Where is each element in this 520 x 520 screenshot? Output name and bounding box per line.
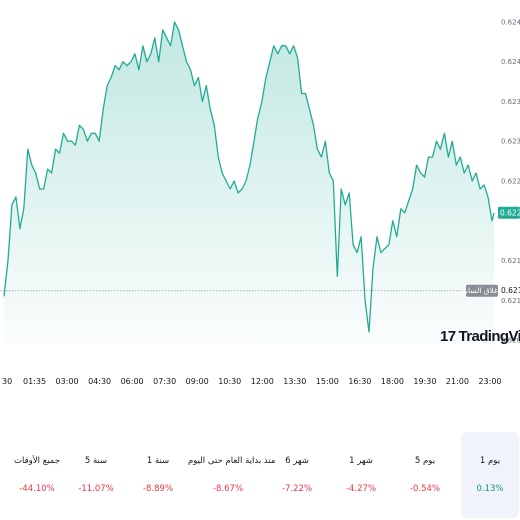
period-label: 1 يوم <box>479 456 501 466</box>
tradingview-logo[interactable]: 17 TradingView <box>440 328 520 345</box>
x-tick-label: 23:00 <box>478 377 501 386</box>
period-change-value: -8.67% <box>212 484 244 494</box>
period-change-value: -44.10% <box>19 484 55 494</box>
x-tick-label: 01:35 <box>23 377 46 386</box>
price-chart[interactable]: 0.62450 0.62400 0.62350 0.62300 0.62250 0.621… <box>0 0 520 400</box>
period-label: 5 سنة <box>84 456 108 466</box>
period-label: جميع الأوقات <box>14 456 60 466</box>
period-change-value: -4.27% <box>345 484 377 494</box>
price-area-fill <box>4 22 494 344</box>
y-tick-label: 0.62400 <box>501 58 520 66</box>
x-tick-label: 21:00 <box>446 377 469 386</box>
y-tick-label: 0.62300 <box>501 138 520 146</box>
y-tick-label: 0.62350 <box>501 98 520 106</box>
period-change-value: -8.89% <box>142 484 174 494</box>
x-tick-label: 07:30 <box>153 377 176 386</box>
y-tick-label: 0.62250 <box>501 178 520 186</box>
y-tick-label: 0.62150 <box>501 257 520 265</box>
period-7[interactable]: 1 يوم 0.13% <box>461 432 519 518</box>
period-1[interactable]: 5 سنة -11.07% <box>56 432 136 518</box>
chart-canvas[interactable]: 0.62450 0.62400 0.62350 0.62300 0.62250 0.621… <box>0 0 520 400</box>
last-price-value: 0.62205 <box>500 208 520 217</box>
period-label: 1 سنة <box>146 456 170 466</box>
period-0[interactable]: جميع الأوقات -44.10% <box>0 432 77 518</box>
x-axis: 30 01:35 03:00 04:30 06:00 07:30 09:00 10:30 12:… <box>2 377 502 386</box>
x-tick-label: 12:00 <box>251 377 274 386</box>
tradingview-wordmark: TradingView <box>458 328 520 345</box>
last-price-badge <box>498 206 520 219</box>
previous-close-label-badge <box>466 284 498 297</box>
x-tick-label: 06:00 <box>121 377 144 386</box>
period-change-value: 0.13% <box>476 484 504 494</box>
x-tick-label: 03:00 <box>56 377 79 386</box>
y-tick-label: 0.62100 <box>501 297 520 305</box>
x-tick-label: 15:00 <box>316 377 339 386</box>
y-tick-label: 0.62050 <box>501 337 520 345</box>
tradingview-logo-icon: 17 <box>440 328 456 345</box>
x-tick-label: 10:30 <box>218 377 241 386</box>
period-label: منذ بداية العام حتى اليوم <box>188 456 276 466</box>
x-tick-label: 04:30 <box>88 377 111 386</box>
period-6[interactable]: 5 يوم -0.54% <box>385 432 465 518</box>
previous-close-label: الإغلاق السابق <box>460 286 505 295</box>
period-4[interactable]: 6 شهر -7.22% <box>257 432 337 518</box>
period-label: 5 يوم <box>414 456 436 466</box>
x-tick-label: 13:30 <box>283 377 306 386</box>
period-label: 6 شهر <box>285 456 309 466</box>
period-2[interactable]: 1 سنة -8.89% <box>118 432 198 518</box>
period-3[interactable]: منذ بداية العام حتى اليوم -8.67% <box>188 432 276 518</box>
x-tick-label: 30 <box>2 377 12 386</box>
period-change-value: -11.07% <box>78 484 114 494</box>
period-5[interactable]: 1 شهر -4.27% <box>321 432 401 518</box>
previous-close-value: 0.62112 <box>501 286 520 295</box>
x-tick-label: 18:00 <box>381 377 404 386</box>
y-axis: 0.62450 0.62400 0.62350 0.62300 0.62250 0.621… <box>501 18 520 344</box>
period-change-value: -7.22% <box>281 484 313 494</box>
x-tick-label: 19:30 <box>413 377 436 386</box>
period-label: 1 شهر <box>349 456 373 466</box>
price-line <box>3 21 495 333</box>
y-tick-label: 0.62450 <box>501 18 520 26</box>
x-tick-label: 09:00 <box>186 377 209 386</box>
x-tick-label: 16:30 <box>348 377 371 386</box>
performance-periods: جميع الأوقات -44.10% 5 سنة -11.07% 1 سنة -8.8… <box>0 432 520 520</box>
period-change-value: -0.54% <box>409 484 441 494</box>
